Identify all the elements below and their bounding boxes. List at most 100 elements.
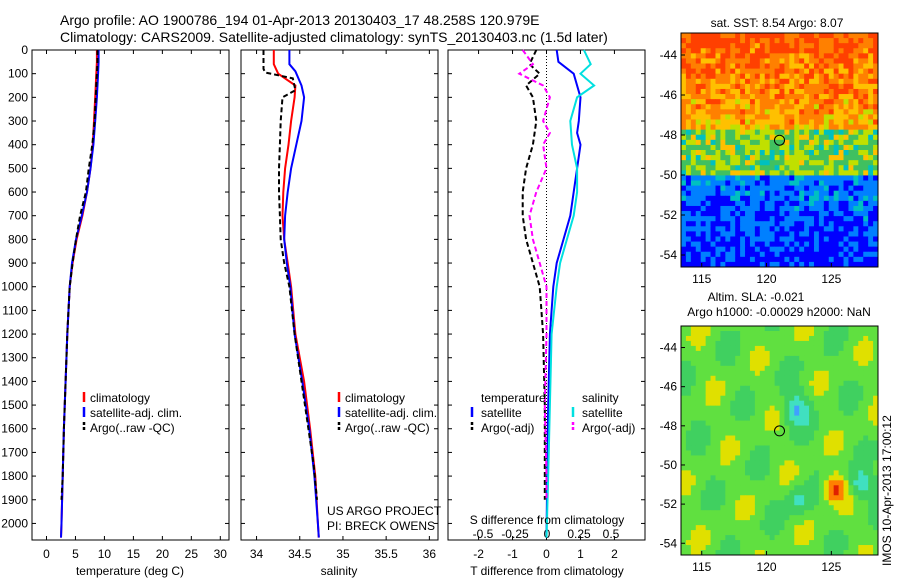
map-cell bbox=[794, 460, 800, 466]
map-cell bbox=[833, 400, 839, 407]
map-cell bbox=[838, 139, 844, 146]
map-cell bbox=[690, 78, 697, 85]
map-cell bbox=[749, 425, 756, 431]
map-cell bbox=[681, 410, 687, 417]
map-cell bbox=[720, 445, 726, 451]
map-cell bbox=[873, 165, 879, 171]
map-cell bbox=[858, 330, 864, 337]
map-cell bbox=[784, 68, 790, 75]
map-cell bbox=[764, 520, 771, 526]
map-cell bbox=[749, 170, 756, 176]
argo-position-marker bbox=[774, 134, 785, 146]
map-cell bbox=[823, 200, 830, 207]
map-cell bbox=[681, 200, 687, 207]
map-cell bbox=[799, 485, 805, 491]
map-cell bbox=[799, 326, 805, 332]
map-cell bbox=[843, 190, 849, 197]
map-cell bbox=[725, 53, 731, 59]
map-cell bbox=[848, 370, 854, 377]
map-cell bbox=[848, 139, 854, 146]
map-cell bbox=[700, 73, 707, 80]
map-cell bbox=[759, 195, 766, 202]
map-cell bbox=[853, 410, 859, 417]
map-cell bbox=[784, 226, 790, 232]
map-cell bbox=[833, 216, 839, 222]
map-cell bbox=[833, 330, 839, 337]
map-cell bbox=[789, 375, 795, 382]
map-cell bbox=[700, 48, 707, 54]
map-cell bbox=[858, 505, 864, 511]
map-cell bbox=[740, 355, 746, 362]
map-cell bbox=[868, 221, 874, 227]
map-cell bbox=[848, 221, 854, 227]
map-cell bbox=[873, 490, 879, 496]
map-cell bbox=[823, 330, 830, 337]
map-cell bbox=[720, 144, 726, 151]
map-cell bbox=[799, 400, 805, 407]
map-cell bbox=[818, 200, 825, 207]
map-cell bbox=[720, 73, 726, 80]
map-cell bbox=[710, 180, 716, 187]
map-cell bbox=[725, 450, 731, 456]
map-cell bbox=[828, 185, 835, 192]
map-cell bbox=[735, 370, 741, 377]
map-cell bbox=[740, 400, 746, 407]
map-cell bbox=[818, 241, 825, 248]
map-cell bbox=[804, 231, 810, 237]
map-cell bbox=[759, 505, 766, 511]
map-cell bbox=[681, 475, 687, 481]
depth-tick-label: 2000 bbox=[1, 516, 28, 530]
map-cell bbox=[838, 540, 844, 546]
map-cell bbox=[720, 510, 726, 516]
map-cell bbox=[681, 165, 687, 171]
map-cell bbox=[764, 195, 771, 202]
map-cell bbox=[700, 129, 707, 136]
map-cell bbox=[695, 88, 702, 95]
map-cell bbox=[784, 345, 790, 352]
map-cell bbox=[730, 445, 736, 451]
map-cell bbox=[769, 134, 775, 141]
map-cell bbox=[774, 88, 780, 95]
map-cell bbox=[789, 144, 795, 151]
map-cell bbox=[823, 144, 830, 151]
map-cell bbox=[690, 530, 697, 536]
map-cell bbox=[779, 520, 785, 526]
map-cell bbox=[823, 251, 830, 258]
map-cell bbox=[715, 520, 721, 526]
map-cell bbox=[690, 180, 697, 187]
map-cell bbox=[848, 165, 854, 171]
map-cell bbox=[710, 365, 716, 372]
map-cell bbox=[794, 430, 800, 436]
map-cell bbox=[838, 395, 844, 402]
map-cell bbox=[764, 104, 771, 110]
map-cell bbox=[784, 475, 790, 481]
map-cell bbox=[848, 68, 854, 75]
map-cell bbox=[843, 430, 849, 436]
map-cell bbox=[833, 38, 839, 44]
map-cell bbox=[745, 435, 751, 441]
map-cell bbox=[720, 119, 726, 125]
map-cell bbox=[715, 155, 721, 161]
map-cell bbox=[868, 345, 874, 352]
map-cell bbox=[779, 390, 785, 397]
map-cell bbox=[725, 68, 731, 75]
map-cell bbox=[784, 73, 790, 80]
map-cell bbox=[853, 246, 859, 253]
map-cell bbox=[848, 33, 854, 39]
map-cell bbox=[735, 515, 741, 521]
map-cell bbox=[759, 53, 766, 59]
map-cell bbox=[681, 261, 687, 268]
map-cell bbox=[710, 63, 716, 70]
map-cell bbox=[873, 180, 879, 187]
map-cell bbox=[735, 380, 741, 387]
map-cell bbox=[809, 340, 815, 347]
map-cell bbox=[838, 425, 844, 431]
map-cell bbox=[813, 195, 820, 202]
map-cell bbox=[838, 355, 844, 362]
map-cell bbox=[690, 390, 697, 397]
map-cell bbox=[735, 139, 741, 146]
map-cell bbox=[779, 170, 785, 176]
map-cell bbox=[700, 500, 707, 506]
map-cell bbox=[764, 99, 771, 105]
map-cell bbox=[754, 63, 761, 70]
